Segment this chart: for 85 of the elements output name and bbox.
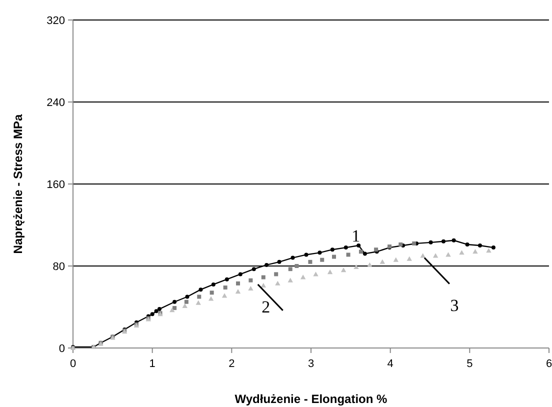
point [248, 286, 254, 291]
point [172, 306, 177, 310]
y-tick-label: 240 [46, 96, 65, 109]
y-tick-label: 320 [46, 14, 65, 27]
point [182, 303, 188, 308]
point [420, 253, 426, 258]
point [354, 264, 359, 270]
point [318, 250, 322, 255]
point [235, 289, 241, 294]
point [288, 267, 292, 272]
point [412, 241, 416, 246]
point [432, 253, 438, 258]
point [346, 252, 350, 257]
y-axis-title: Naprężenie - Stress MPa [11, 114, 25, 254]
annotation: 3 [450, 296, 459, 315]
point [224, 277, 229, 282]
x-tick-label: 1 [149, 358, 156, 370]
point [380, 259, 385, 264]
point [211, 282, 216, 286]
point [223, 286, 228, 290]
point [441, 239, 446, 244]
point [198, 288, 203, 292]
point [184, 300, 188, 304]
point [277, 260, 282, 264]
point [196, 300, 201, 305]
y-tick-label: 0 [58, 342, 65, 355]
point [367, 262, 372, 267]
point [491, 246, 496, 250]
point [362, 252, 367, 256]
point [288, 278, 293, 282]
point [393, 257, 398, 262]
y-tick-label: 80 [52, 260, 65, 273]
point [358, 250, 363, 254]
x-tick-label: 4 [387, 358, 394, 370]
point [428, 240, 433, 244]
x-tick-label: 2 [228, 358, 235, 370]
point [275, 280, 280, 286]
point [222, 293, 228, 298]
point [264, 262, 269, 267]
x-tick-label: 0 [70, 358, 76, 370]
point [356, 244, 361, 248]
point [236, 281, 240, 286]
point [238, 272, 242, 276]
point [294, 264, 299, 268]
point [300, 274, 306, 280]
point [274, 272, 278, 276]
point [406, 256, 412, 261]
point [398, 242, 403, 246]
point [340, 268, 346, 272]
point [472, 249, 478, 254]
x-tick-label: 5 [466, 358, 473, 370]
point [252, 267, 256, 272]
point [330, 248, 334, 252]
x-tick-label: 6 [546, 358, 552, 370]
point [313, 272, 318, 276]
point [446, 252, 451, 257]
point [332, 254, 336, 259]
point [452, 238, 456, 242]
point [308, 260, 312, 264]
point [465, 242, 470, 246]
y-tick-label: 160 [46, 178, 65, 191]
point [304, 252, 308, 257]
point [459, 250, 464, 255]
point [170, 307, 175, 312]
point [478, 244, 482, 248]
x-axis-title: Wydłużenie - Elongation % [234, 392, 388, 406]
point [248, 278, 253, 282]
point [154, 309, 158, 314]
point [208, 296, 214, 301]
point [261, 275, 266, 280]
annotation: 1 [352, 226, 360, 246]
point [172, 300, 177, 304]
point [185, 294, 190, 299]
point [260, 282, 266, 288]
point [486, 248, 492, 253]
point [150, 312, 154, 316]
point [210, 290, 214, 295]
point [327, 270, 333, 274]
point [290, 256, 295, 260]
point [197, 294, 202, 299]
point [320, 258, 324, 262]
point [157, 307, 162, 312]
point [344, 246, 348, 250]
annotation: 2 [262, 297, 270, 316]
x-tick-label: 3 [308, 358, 314, 370]
